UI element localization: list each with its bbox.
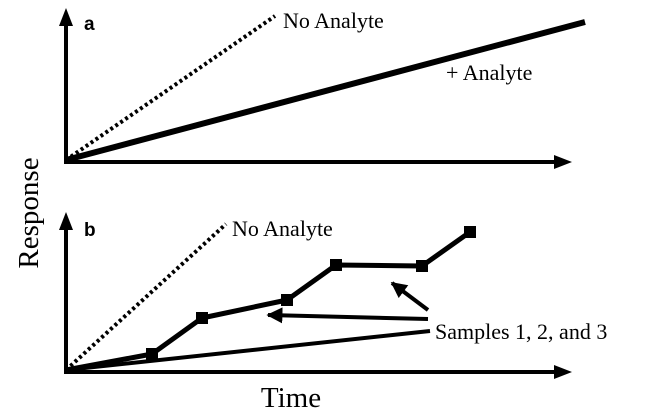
samples-pointer-arrow-middle — [266, 307, 429, 324]
panel-a-letter: a — [84, 14, 95, 35]
panel-b-x-axis-arrowhead — [554, 365, 572, 379]
panel-a-analyte-label: + Analyte — [446, 60, 532, 85]
panel-b-samples-label: Samples 1, 2, and 3 — [435, 319, 607, 344]
samples-pointer-arrow-upper — [390, 281, 430, 312]
panel-b-no-analyte-line — [64, 222, 228, 372]
panel-b-y-axis-arrowhead — [59, 212, 73, 230]
sample-marker — [196, 312, 208, 324]
sample-marker — [281, 294, 293, 306]
panel-a-x-axis-arrowhead — [554, 155, 572, 169]
sample-marker — [330, 259, 342, 271]
panel-a-no-analyte-label: No Analyte — [283, 8, 384, 33]
panel-a-analyte-line — [65, 19, 586, 163]
sample-marker — [146, 348, 158, 360]
panel-a-no-analyte-line — [64, 14, 277, 162]
y-axis-label: Response — [13, 157, 45, 268]
panel-b-letter: b — [84, 220, 96, 241]
panel-b-no-analyte-label: No Analyte — [232, 216, 333, 241]
x-axis-label: Time — [261, 382, 321, 414]
sample-marker — [464, 226, 476, 238]
sample-marker — [416, 260, 428, 272]
panel-a-y-axis-arrowhead — [59, 8, 73, 26]
panel-b-sample-slow-line — [65, 329, 431, 372]
